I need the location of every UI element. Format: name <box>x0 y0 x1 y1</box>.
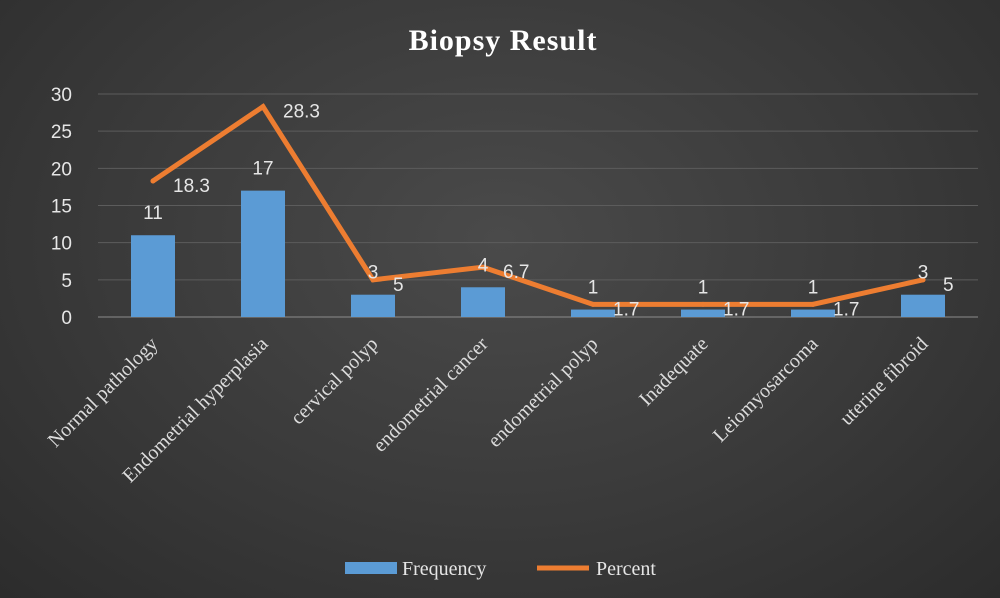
y-tick-label: 15 <box>51 197 72 218</box>
chart-title: Biopsy Result <box>409 24 598 57</box>
percent-data-label: 28.3 <box>283 102 320 123</box>
y-axis-ticks: 0 5 10 15 20 25 30 <box>51 85 72 329</box>
percent-point <box>150 178 156 184</box>
percent-point <box>370 277 376 283</box>
percent-point <box>810 301 816 307</box>
frequency-bars <box>131 190 945 317</box>
frequency-data-label: 1 <box>698 278 709 299</box>
legend-frequency-swatch <box>345 562 397 574</box>
frequency-data-label: 1 <box>808 278 819 299</box>
legend: Frequency Percent <box>345 558 656 580</box>
percent-data-label: 6.7 <box>503 262 529 283</box>
frequency-bar <box>131 235 175 317</box>
x-tick-label: Leiomyosarcoma <box>709 333 823 447</box>
y-tick-label: 30 <box>51 85 72 106</box>
frequency-data-label: 3 <box>368 263 379 284</box>
y-tick-label: 5 <box>61 271 72 292</box>
x-tick-label: endometrial cancer <box>369 333 493 457</box>
y-tick-label: 20 <box>51 159 72 180</box>
frequency-bar <box>791 309 835 317</box>
percent-line <box>150 103 926 307</box>
frequency-bar <box>681 309 725 317</box>
percent-data-label: 1.7 <box>723 299 749 320</box>
frequency-bar <box>241 190 285 317</box>
frequency-bar <box>351 294 395 317</box>
x-tick-label: Normal pathology <box>44 333 163 452</box>
x-tick-label: uterine fibroid <box>836 333 933 430</box>
frequency-data-label: 11 <box>143 203 163 224</box>
frequency-bar <box>571 309 615 317</box>
y-tick-label: 0 <box>61 308 72 329</box>
percent-data-label: 5 <box>943 275 954 296</box>
percent-series-line <box>150 103 926 307</box>
percent-data-label: 1.7 <box>833 299 859 320</box>
percent-point <box>480 264 486 270</box>
percent-data-label: 5 <box>393 275 404 296</box>
frequency-bar <box>461 287 505 317</box>
percent-data-label: 18.3 <box>173 176 210 197</box>
percent-point <box>700 301 706 307</box>
x-tick-label: cervical polyp <box>286 333 382 429</box>
y-tick-label: 25 <box>51 122 72 143</box>
legend-frequency-label: Frequency <box>402 558 486 580</box>
frequency-data-label: 17 <box>252 159 273 180</box>
percent-point <box>920 277 926 283</box>
x-tick-label: Inadequate <box>635 333 713 411</box>
frequency-bar <box>901 294 945 317</box>
frequency-data-label: 4 <box>478 255 489 276</box>
x-tick-label: endometrial polyp <box>484 333 603 452</box>
frequency-data-label: 1 <box>588 278 599 299</box>
percent-data-label: 1.7 <box>613 299 639 320</box>
frequency-data-label: 3 <box>918 263 929 284</box>
legend-percent-label: Percent <box>596 558 656 580</box>
percent-point <box>590 301 596 307</box>
percent-point <box>260 104 266 110</box>
y-tick-label: 10 <box>51 234 72 255</box>
